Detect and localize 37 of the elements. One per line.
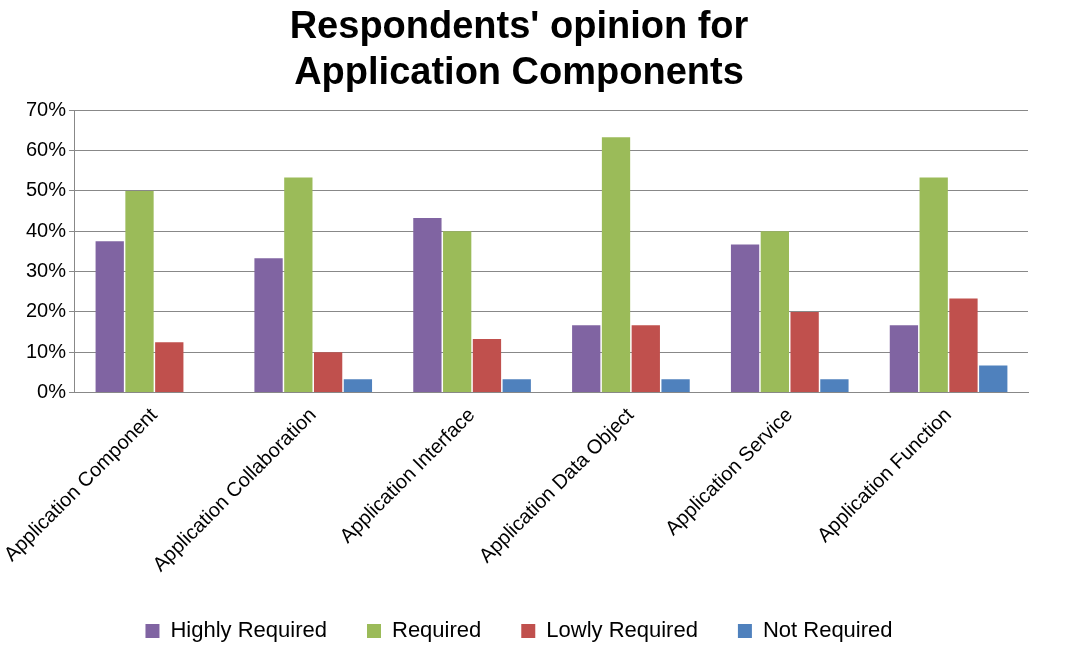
- bar: [949, 298, 978, 393]
- y-tick-label: 60%: [25, 138, 67, 161]
- y-tick-label: 50%: [25, 178, 67, 201]
- bar: [95, 241, 124, 393]
- y-tick-label: 40%: [25, 218, 67, 241]
- text: Application Components: [294, 49, 744, 92]
- bar: [254, 258, 283, 393]
- bar: [631, 325, 660, 393]
- text: Respondents' opinion for: [289, 4, 749, 47]
- legend-label: Highly Required: [170, 617, 327, 643]
- bar: [443, 231, 472, 393]
- bar: [889, 325, 919, 393]
- bar: [313, 352, 343, 393]
- legend-label: Required: [391, 617, 482, 643]
- y-tick-label: 70%: [25, 97, 67, 120]
- y-tick-label: 10%: [25, 339, 67, 362]
- bar: [820, 379, 849, 393]
- bar: [125, 190, 154, 393]
- legend-label: Lowly Required: [546, 617, 698, 643]
- bar: [343, 379, 373, 393]
- y-tick-label: 20%: [25, 299, 67, 322]
- bar: [155, 342, 184, 393]
- bar: [790, 311, 819, 393]
- bar: [572, 325, 601, 393]
- y-tick-label: 0%: [37, 380, 67, 403]
- bar: [284, 177, 313, 393]
- bar: [601, 137, 631, 393]
- bar: [661, 379, 690, 393]
- bar: [472, 338, 502, 393]
- bar: [730, 244, 760, 393]
- bar: [502, 379, 531, 393]
- bar: [919, 177, 948, 393]
- bar: [979, 365, 1008, 393]
- bar: [760, 231, 789, 393]
- legend-label: Not Required: [762, 617, 893, 643]
- y-tick-label: 30%: [25, 259, 67, 282]
- bar: [413, 217, 442, 393]
